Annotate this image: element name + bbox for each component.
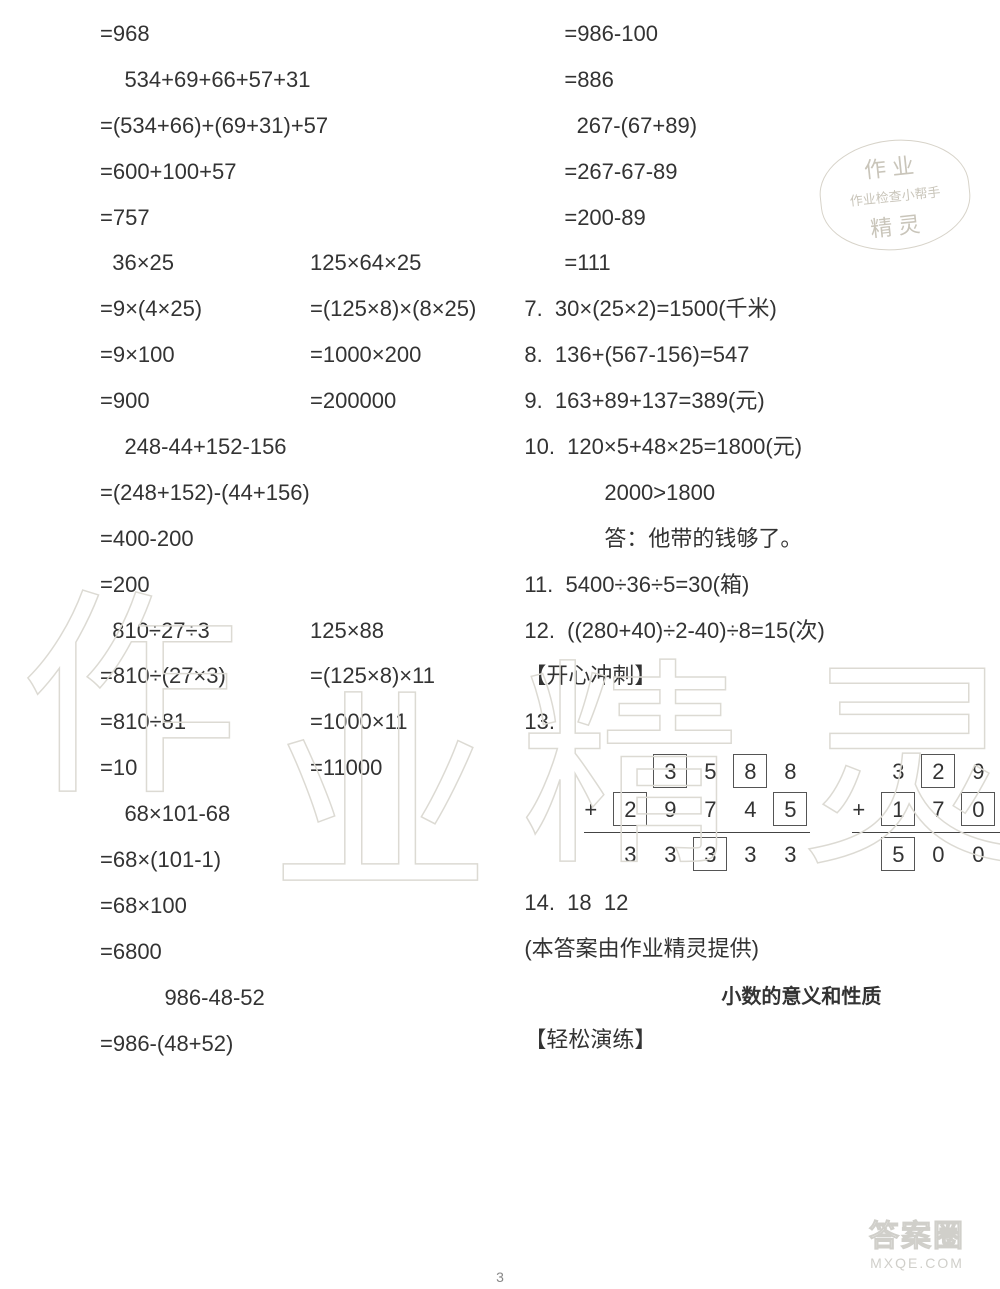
math-line: =9×(4×25) bbox=[100, 293, 310, 325]
math-line: =11000 bbox=[310, 752, 476, 784]
math-pair: =900 =200000 bbox=[60, 385, 476, 417]
math-line: 125×88 bbox=[310, 615, 476, 647]
math-line: 36×25 bbox=[100, 247, 310, 279]
answer-line: 14. 18 12 bbox=[524, 887, 1000, 919]
digit: 3 bbox=[773, 837, 807, 871]
math-line: =10 bbox=[100, 752, 310, 784]
page: 作 业 精 灵 作业 作业检查小帮手 精灵 =968 534+69+66+57+… bbox=[0, 0, 1000, 1289]
boxed-digit: 3 bbox=[653, 754, 687, 788]
math-line: 125×64×25 bbox=[310, 247, 476, 279]
digit: 9 bbox=[653, 792, 687, 826]
digit: 7 bbox=[921, 792, 955, 826]
digit: 3 bbox=[733, 837, 767, 871]
digit: 8 bbox=[773, 754, 807, 788]
page-number: 3 bbox=[496, 1269, 504, 1285]
math-line: 248-44+152-156 bbox=[60, 431, 476, 463]
math-line: =986-(48+52) bbox=[60, 1028, 476, 1060]
answer-line: 8. 136+(567-156)=547 bbox=[524, 339, 1000, 371]
boxed-digit: 2 bbox=[613, 792, 647, 826]
answer-line: 11. 5400÷36÷5=30(箱) bbox=[524, 569, 1000, 601]
digit: 4 bbox=[733, 792, 767, 826]
digit: 3 bbox=[881, 754, 915, 788]
math-line: =267-67-89 bbox=[524, 156, 1000, 188]
boxed-digit: 2 bbox=[921, 754, 955, 788]
math-line: 534+69+66+57+31 bbox=[60, 64, 476, 96]
answer-line: 7. 30×(25×2)=1500(千米) bbox=[524, 293, 1000, 325]
math-line: 68×101-68 bbox=[60, 798, 476, 830]
math-pair: =10 =11000 bbox=[60, 752, 476, 784]
digit: 3 bbox=[613, 837, 647, 871]
math-line: =968 bbox=[60, 18, 476, 50]
digit: 5 bbox=[693, 754, 727, 788]
math-line: =400-200 bbox=[60, 523, 476, 555]
math-pair: 36×25 125×64×25 bbox=[60, 247, 476, 279]
section-heading: 【开心冲刺】 bbox=[524, 660, 1000, 692]
math-line: =200000 bbox=[310, 385, 476, 417]
math-line: =900 bbox=[100, 385, 310, 417]
math-line: =986-100 bbox=[524, 18, 1000, 50]
math-line: =68×100 bbox=[60, 890, 476, 922]
answer-line: 12. ((280+40)÷2-40)÷8=15(次) bbox=[524, 615, 1000, 647]
vertical-addition-group: 3588+2974533333 32984+1701950003 bbox=[584, 752, 1000, 873]
math-line: =1000×11 bbox=[310, 706, 476, 738]
boxed-digit: 1 bbox=[881, 792, 915, 826]
boxed-digit: 3 bbox=[693, 837, 727, 871]
digit: 0 bbox=[921, 837, 955, 871]
answer-line: 9. 163+89+137=389(元) bbox=[524, 385, 1000, 417]
math-pair: =9×100 =1000×200 bbox=[60, 339, 476, 371]
vertical-addition: 32984+1701950003 bbox=[852, 752, 1000, 873]
digit: 3 bbox=[653, 837, 687, 871]
math-line: =6800 bbox=[60, 936, 476, 968]
vertical-addition: 3588+2974533333 bbox=[584, 752, 810, 873]
answer-line: 10. 120×5+48×25=1800(元) bbox=[524, 431, 1000, 463]
math-line: =(534+66)+(69+31)+57 bbox=[60, 110, 476, 142]
math-line: =1000×200 bbox=[310, 339, 476, 371]
math-line: =(248+152)-(44+156) bbox=[60, 477, 476, 509]
provider-note: (本答案由作业精灵提供) bbox=[524, 933, 1000, 965]
math-line: =111 bbox=[524, 247, 1000, 279]
math-line: =886 bbox=[524, 64, 1000, 96]
math-line: =600+100+57 bbox=[60, 156, 476, 188]
site-watermark-url: MXQE.COM bbox=[852, 1255, 982, 1271]
math-line: =9×100 bbox=[100, 339, 310, 371]
chapter-title: 小数的意义和性质 bbox=[524, 983, 1000, 1012]
math-line: =200-89 bbox=[524, 202, 1000, 234]
digit: 9 bbox=[961, 754, 995, 788]
question-label: 13. bbox=[524, 706, 1000, 738]
boxed-digit: 5 bbox=[773, 792, 807, 826]
digit: 0 bbox=[961, 837, 995, 871]
math-line: =757 bbox=[60, 202, 476, 234]
answer-line: 答：他带的钱够了。 bbox=[524, 523, 1000, 555]
math-line: =810÷81 bbox=[100, 706, 310, 738]
section-heading: 【轻松演练】 bbox=[524, 1024, 1000, 1056]
math-pair: =9×(4×25) =(125×8)×(8×25) bbox=[60, 293, 476, 325]
math-line: 267-(67+89) bbox=[524, 110, 1000, 142]
left-column: =968 534+69+66+57+31 =(534+66)+(69+31)+5… bbox=[40, 18, 496, 1249]
boxed-digit: 0 bbox=[961, 792, 995, 826]
digit: 7 bbox=[693, 792, 727, 826]
math-line: =200 bbox=[60, 569, 476, 601]
math-line: =68×(101-1) bbox=[60, 844, 476, 876]
math-line: 986-48-52 bbox=[60, 982, 476, 1014]
math-pair: =810÷81 =1000×11 bbox=[60, 706, 476, 738]
math-line: =(125×8)×(8×25) bbox=[310, 293, 476, 325]
boxed-digit: 8 bbox=[733, 754, 767, 788]
boxed-digit: 5 bbox=[881, 837, 915, 871]
math-pair: =810÷(27×3) =(125×8)×11 bbox=[60, 660, 476, 692]
math-line: =(125×8)×11 bbox=[310, 660, 476, 692]
math-pair: 810÷27÷3 125×88 bbox=[60, 615, 476, 647]
right-column: =986-100 =886 267-(67+89) =267-67-89 =20… bbox=[504, 18, 1000, 1249]
math-line: =810÷(27×3) bbox=[100, 660, 310, 692]
answer-line: 2000>1800 bbox=[524, 477, 1000, 509]
math-line: 810÷27÷3 bbox=[100, 615, 310, 647]
